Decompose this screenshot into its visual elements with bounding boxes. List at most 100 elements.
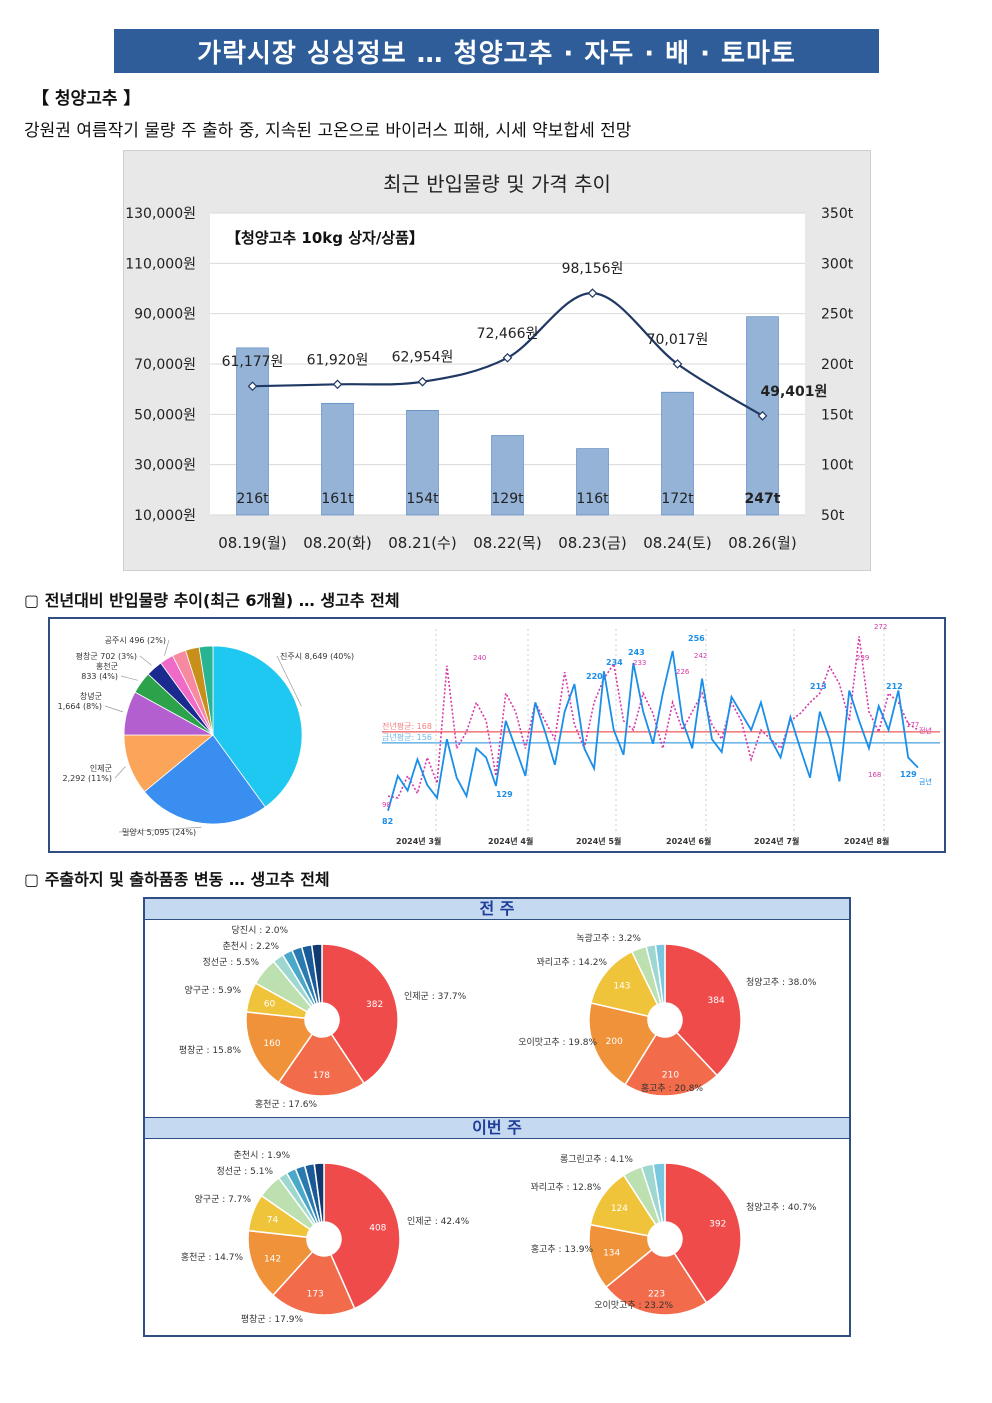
volume-label: 161t [321, 491, 354, 507]
x-tick-label: 2024년 7월 [754, 836, 799, 846]
point-label: 212 [886, 682, 903, 691]
donut-label: 평창군 : 17.9% [241, 1314, 304, 1325]
section-summary: 강원권 여름작기 물량 주 출하 중, 지속된 고온으로 바이러스 피해, 시세… [24, 121, 632, 141]
right-tick-label: 200t [821, 357, 854, 373]
donut-value: 74 [267, 1216, 279, 1226]
volume-label: 247t [745, 491, 781, 507]
donut-value: 210 [662, 1071, 679, 1081]
donut-value: 223 [648, 1289, 665, 1299]
donut-slice [588, 1002, 658, 1086]
point-label: 129 [900, 770, 917, 779]
pie-label: 인제군 [90, 763, 112, 773]
section-label: 【 청양고추 】 [32, 89, 141, 109]
point-label: 213 [810, 682, 827, 691]
donut-label: 꽈리고추 : 12.8% [531, 1182, 602, 1193]
price-label: 61,177원 [222, 354, 284, 370]
point-label: 177 [906, 721, 919, 729]
donut-value: 160 [263, 1039, 280, 1049]
price-label: 98,156원 [562, 261, 624, 277]
donut-value: 134 [603, 1248, 620, 1258]
point-label: 272 [874, 623, 887, 631]
price-marker [417, 376, 428, 387]
donut-slice [277, 1032, 366, 1097]
donut-value: 178 [313, 1071, 330, 1081]
donut-value: 142 [264, 1254, 281, 1264]
group-this-week: 이번 주 [145, 1117, 849, 1139]
price-marker [672, 359, 683, 369]
trend-panel: 진주시 8,649 (40%) 밀양시 5,095 (24%) 인제군 2,292 (… [48, 617, 946, 853]
donut-label: 홍고추 : 13.9% [531, 1243, 594, 1255]
donut-label: 평창군 : 15.8% [179, 1045, 242, 1056]
category-label: 08.20(화) [303, 534, 371, 552]
point-label: 242 [694, 652, 707, 660]
leader-line [104, 705, 124, 713]
donut-slice [589, 1174, 657, 1237]
donut-label: 정선군 : 5.1% [217, 1166, 274, 1177]
donut-label: 청양고추 : 38.0% [746, 977, 817, 988]
donut-slice [247, 1229, 314, 1297]
leader-line [118, 826, 202, 833]
donut-value: 60 [264, 999, 276, 1009]
point-label: 82 [382, 817, 393, 826]
donut-value: 143 [613, 982, 630, 992]
donut-slice [590, 950, 659, 1018]
point-label: 239 [856, 654, 869, 662]
donut-this-origin: 408 인제군 : 42.4% 173 평창군 : 17.9% 142 홍천군 : 14.… [181, 1150, 470, 1325]
donut-label: 당진시 : 2.0% [232, 925, 289, 936]
pie-label: 밀양시 5,095 (24%) [122, 828, 196, 837]
donut-value: 392 [709, 1219, 726, 1229]
left-tick-label: 70,000원 [134, 357, 196, 373]
donut-label: 홍천군 : 17.6% [255, 1098, 318, 1110]
volume-label: 154t [406, 491, 439, 507]
page-title: 가락시장 싱싱정보 … 청양고추 · 자두 · 배 · 토마토 [114, 29, 879, 73]
left-tick-label: 50,000원 [134, 407, 196, 423]
donut-slice [310, 943, 323, 1005]
price-marker [332, 379, 343, 390]
price-label: 72,466원 [477, 326, 539, 342]
pie-label: 공주시 496 (2%) [105, 636, 166, 645]
point-label: 233 [633, 659, 646, 667]
left-tick-label: 110,000원 [125, 256, 196, 272]
x-tick-label: 2024년 3월 [396, 836, 441, 846]
donut-label: 녹광고추 : 3.2% [576, 932, 641, 944]
pie-label-value: 1,664 (8%) [58, 702, 102, 711]
volume-bar [491, 435, 524, 516]
point-label: 129 [496, 790, 513, 799]
donut-label: 청양고추 : 40.7% [746, 1202, 817, 1213]
category-label: 08.23(금) [558, 534, 626, 552]
point-label: 256 [688, 634, 705, 643]
donut-panel: 전 주 이번 주 382 인제군 : 37.7% 178 홍천군 : 17.6% 160… [143, 897, 851, 1337]
donut-value: 408 [369, 1224, 386, 1234]
left-tick-label: 30,000원 [134, 458, 196, 474]
donut-slice [652, 1162, 666, 1224]
pie-slice [212, 645, 303, 808]
donut-label: 홍고추 : 20.8% [641, 1082, 704, 1094]
pie-slice [198, 645, 214, 736]
category-label: 08.21(수) [388, 534, 456, 552]
category-label: 08.26(월) [728, 534, 796, 552]
donut-value: 200 [606, 1037, 623, 1047]
donut-label: 오이맛고추 : 23.2% [594, 1300, 673, 1311]
donut-slice [605, 1248, 708, 1316]
donut-value: 382 [366, 1000, 383, 1010]
leader-line [114, 766, 126, 779]
price-label: 49,401원 [761, 384, 828, 400]
volume-bar [661, 391, 694, 516]
point-label: 234 [606, 658, 623, 667]
donut-slice [323, 1162, 401, 1310]
donut-value: 384 [708, 996, 725, 1006]
category-label: 08.24(토) [643, 534, 711, 552]
donut-label: 춘천시 : 1.9% [234, 1150, 291, 1161]
volume-bar [576, 448, 609, 516]
x-tick-label: 2024년 4월 [488, 836, 533, 846]
donut-label: 정선군 : 5.5% [203, 957, 260, 968]
donut-label: 홍천군 : 14.7% [181, 1251, 244, 1263]
point-label: 220 [586, 672, 603, 681]
combo-chart: 최근 반입물량 및 가격 추이 【청양고추 10kg 상자/상품】 216t 16… [125, 172, 854, 552]
trend-series-line [387, 636, 919, 799]
pie-label: 창녕군 [80, 692, 102, 701]
right-tick-label: 50t [821, 508, 845, 524]
